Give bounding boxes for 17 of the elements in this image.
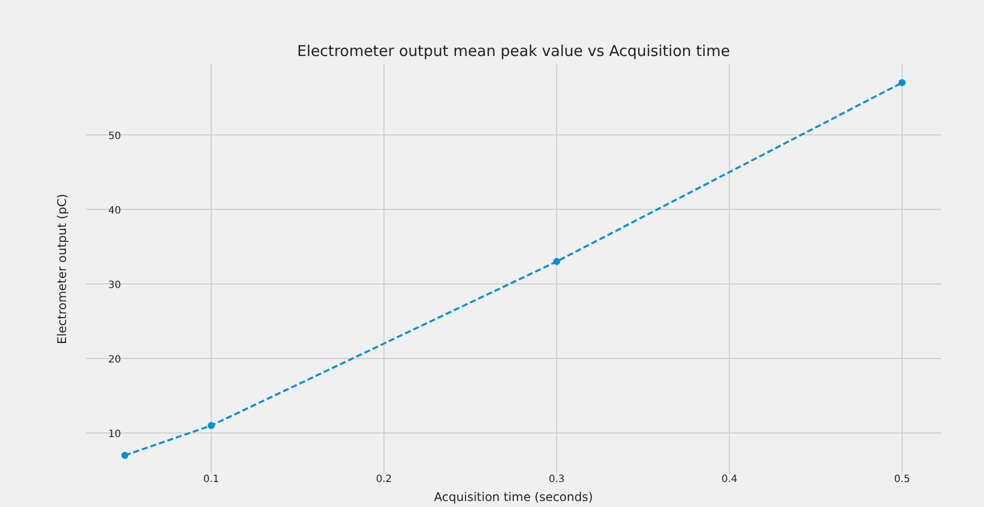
- x-tick-label: 0.4: [721, 474, 738, 485]
- x-tick-label: 0.3: [548, 474, 565, 485]
- y-tick-label: 50: [108, 130, 121, 142]
- point: [208, 422, 215, 430]
- y-axis-title: Electrometer output (pC): [55, 194, 69, 344]
- chart-title: Electrometer output mean peak value vs Acquisition time: [297, 42, 730, 60]
- y-tick-label: 30: [108, 280, 121, 291]
- y-tick-label: 20: [108, 354, 121, 366]
- point: [553, 258, 560, 266]
- x-axis-title: Acquisition time (seconds): [434, 490, 593, 504]
- point: [898, 79, 906, 86]
- x-tick-label: 0.2: [376, 474, 392, 485]
- x-tick-label: 0.5: [894, 474, 910, 485]
- x-tick-label: 0.1: [203, 474, 220, 485]
- y-tick-label: 10: [108, 429, 121, 440]
- point: [121, 452, 128, 459]
- y-tick-label: 40: [108, 205, 121, 216]
